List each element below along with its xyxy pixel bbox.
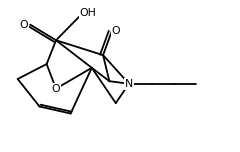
Text: N: N <box>125 79 133 89</box>
Text: O: O <box>19 20 28 30</box>
Text: OH: OH <box>80 9 97 18</box>
Text: O: O <box>52 84 60 94</box>
Text: O: O <box>112 26 120 36</box>
